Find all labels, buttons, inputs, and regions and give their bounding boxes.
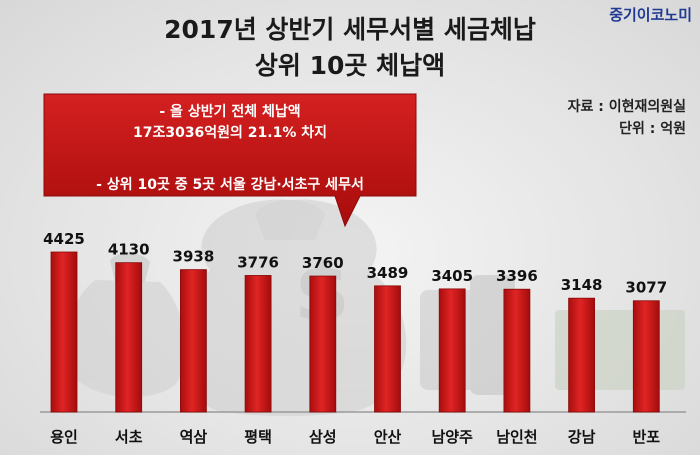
- bar-8: [503, 288, 531, 413]
- data-label-9: 3148: [561, 276, 603, 294]
- category-label-5: 삼성: [309, 428, 337, 446]
- callout-line2: 17조3036억원의 21.1% 차지: [132, 125, 328, 141]
- category-label-8: 남인천: [496, 428, 537, 446]
- data-label-1: 4425: [43, 230, 85, 248]
- chart-title-line2: 상위 10곳 체납액: [254, 51, 446, 80]
- category-label-2: 서초: [115, 428, 143, 446]
- brand-logo: 중기이코노미: [609, 6, 692, 24]
- callout-line3: - 상위 10곳 중 5곳 서울 강남·서초구 세무서: [96, 177, 364, 193]
- category-label-1: 용인: [50, 428, 78, 446]
- bar-2: [115, 262, 143, 413]
- chart-title-line1: 2017년 상반기 세무서별 세금체납: [164, 15, 536, 44]
- data-label-10: 3077: [625, 279, 667, 297]
- bar-9: [568, 297, 595, 413]
- data-label-4: 3776: [237, 253, 279, 271]
- category-label-4: 평택: [244, 428, 272, 446]
- bar-4: [244, 275, 272, 413]
- callout-box: [43, 93, 417, 228]
- category-label-6: 안산: [374, 428, 402, 446]
- source-note: 자료 : 이현재의원실: [567, 99, 686, 115]
- category-label-7: 남양주: [431, 428, 473, 446]
- callout-line1: - 올 상반기 전체 체납액: [159, 104, 301, 120]
- bar-5: [309, 275, 337, 413]
- bar-series: 4425 용인 4130 서초 3938 역삼 3776 평택 3760 삼성 3489 안산 3405…: [43, 230, 667, 446]
- category-label-3: 역삼: [180, 428, 208, 446]
- bar-3: [179, 269, 207, 413]
- data-label-5: 3760: [302, 254, 344, 272]
- bar-10: [632, 300, 660, 413]
- bar-6: [374, 285, 401, 413]
- unit-note: 단위 : 억원: [619, 121, 686, 137]
- data-label-6: 3489: [367, 264, 409, 282]
- category-label-10: 반포: [632, 428, 660, 446]
- data-label-7: 3405: [431, 267, 473, 285]
- data-label-2: 4130: [108, 241, 150, 259]
- category-label-9: 강남: [568, 428, 596, 446]
- bar-1: [50, 251, 78, 413]
- data-label-8: 3396: [496, 267, 538, 285]
- bar-7: [438, 288, 466, 413]
- data-label-3: 3938: [173, 248, 215, 266]
